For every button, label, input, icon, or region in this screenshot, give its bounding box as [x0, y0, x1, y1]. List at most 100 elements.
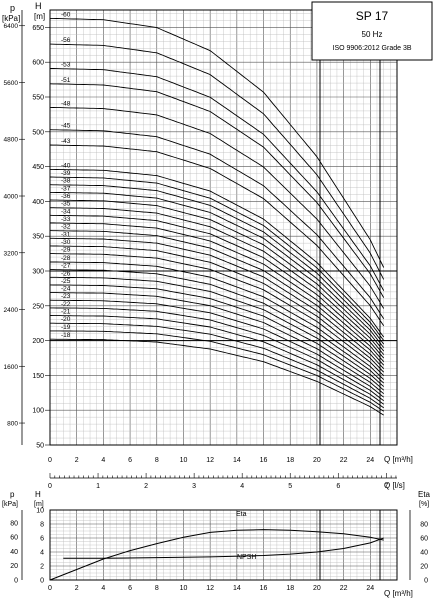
stage-label-25: -25: [61, 278, 71, 285]
x2-axis-label: Q [l/s]: [384, 481, 405, 490]
chart-standard: ISO 9906:2012 Grade 3B: [333, 45, 412, 52]
bottom-h-tick: 8: [40, 522, 44, 529]
y-tick-label: 500: [32, 129, 44, 136]
stage-label-40: -40: [61, 162, 71, 169]
stage-label-32: -32: [61, 224, 71, 231]
bottom-h-tick: 4: [40, 550, 44, 557]
y-tick-label: 250: [32, 303, 44, 310]
bottom-p-tick: 60: [10, 535, 18, 542]
stage-label-20: -20: [61, 316, 71, 323]
chart-subtitle: 50 Hz: [362, 30, 383, 39]
stage-label-21: -21: [61, 309, 71, 316]
stage-label-45: -45: [61, 123, 71, 130]
x-axis-label-top: Q [m³/h]: [384, 455, 413, 464]
stage-curve-53: [50, 68, 385, 291]
stage-curve-26: [50, 276, 384, 387]
stage-curve-23: [49, 299, 384, 398]
x-tick-label: 16: [260, 457, 268, 464]
x-tick-label: 6: [128, 457, 132, 464]
kpa-tick-label: 4800: [4, 137, 19, 144]
bottom-x-tick: 24: [366, 585, 374, 592]
x-tick-label: 4: [101, 457, 105, 464]
x-tick-label: 10: [180, 457, 188, 464]
kpa-tick-label: 5600: [4, 80, 19, 87]
y-tick-label: 450: [32, 164, 44, 171]
bottom-x-tick: 16: [260, 585, 268, 592]
stage-curve-48: [49, 106, 385, 309]
stage-label-34: -34: [61, 208, 71, 215]
stage-curve-43: [49, 144, 385, 327]
bottom-x-tick: 0: [48, 585, 52, 592]
bottom-x-tick: 20: [313, 585, 321, 592]
bottom-eta-tick: 40: [420, 550, 428, 557]
kpa-tick-label: 3200: [4, 250, 19, 257]
x-tick-label: 22: [340, 457, 348, 464]
stage-curve-33: [50, 222, 385, 362]
stage-label-29: -29: [61, 247, 71, 254]
bottom-h-label: H: [35, 490, 41, 499]
stage-curve-34: [49, 214, 385, 359]
x2-tick-label: 7: [384, 483, 388, 490]
top-chart-grid: [21, 9, 398, 446]
stage-label-23: -23: [61, 293, 71, 300]
y-tick-label: 400: [32, 199, 44, 206]
bottom-h-tick: 10: [36, 508, 44, 515]
bottom-x-tick: 12: [206, 585, 214, 592]
stage-curve-36: [49, 199, 385, 352]
stage-curve-60: [50, 17, 385, 268]
bottom-h-unit: [m]: [34, 501, 44, 508]
stage-label-31: -31: [61, 231, 71, 238]
x2-tick-label: 5: [288, 483, 292, 490]
npsh-curve-label: NPSH: [237, 554, 256, 561]
x-tick-label: 14: [233, 457, 241, 464]
bottom-p-label: p: [10, 490, 15, 499]
top-chart-labels: 5010015020025030035040045050055060065080…: [4, 23, 375, 464]
stage-label-22: -22: [61, 301, 71, 308]
bottom-eta-tick: 0: [424, 578, 428, 585]
stage-label-53: -53: [61, 61, 71, 68]
y-tick-label: 200: [32, 338, 44, 345]
y-tick-label: 650: [32, 25, 44, 32]
chart-title: SP 17: [356, 9, 389, 23]
bottom-p-tick: 80: [10, 520, 18, 527]
top-chart-curves: -60-56-53-51-48-45-43-40-39-38-37-36-35-…: [49, 11, 385, 416]
x2-tick-label: 6: [336, 483, 340, 490]
x-axis-label-bottom: Q [m³/h]: [384, 589, 413, 598]
bottom-chart-curves: [49, 529, 384, 581]
x2-tick-label: 3: [192, 483, 196, 490]
bottom-x-tick: 10: [180, 585, 188, 592]
bottom-eta-tick: 20: [420, 564, 428, 571]
stage-curve-51: [49, 83, 385, 298]
stage-label-18: -18: [61, 332, 71, 339]
h-axis-label: H: [35, 1, 42, 11]
y-tick-label: 550: [32, 95, 44, 102]
bottom-x-tick: 8: [155, 585, 159, 592]
stage-curve-20: [50, 322, 384, 409]
y-tick-label: 100: [32, 408, 44, 415]
x-tick-label: 18: [286, 457, 294, 464]
x-tick-label: 20: [313, 457, 321, 464]
title-box: SP 17 50 Hz ISO 9906:2012 Grade 3B: [311, 1, 433, 61]
npsh-curve: [63, 537, 384, 559]
bottom-x-tick: 14: [233, 585, 241, 592]
stage-curve-19: [50, 330, 384, 412]
kpa-tick-label: 4000: [4, 194, 19, 201]
eta-curve-label: Eta: [236, 511, 247, 518]
stage-label-28: -28: [61, 255, 71, 262]
stage-curve-31: [50, 237, 385, 370]
stage-label-39: -39: [61, 170, 71, 177]
y-tick-label: 350: [32, 234, 44, 241]
x2-tick-label: 0: [48, 483, 52, 490]
kpa-tick-label: 6400: [4, 23, 19, 30]
x2-tick-label: 1: [96, 483, 100, 490]
bottom-eta-unit: [%]: [419, 501, 429, 508]
p-axis-label: p: [10, 3, 15, 13]
stage-label-24: -24: [61, 286, 71, 293]
flow-ls-axis: 0 1 2 3 4 5 6 7: [48, 473, 397, 490]
stage-label-37: -37: [61, 185, 71, 192]
stage-label-27: -27: [61, 263, 71, 270]
y-tick-label: 600: [32, 60, 44, 67]
stage-curve-29: [50, 253, 385, 377]
